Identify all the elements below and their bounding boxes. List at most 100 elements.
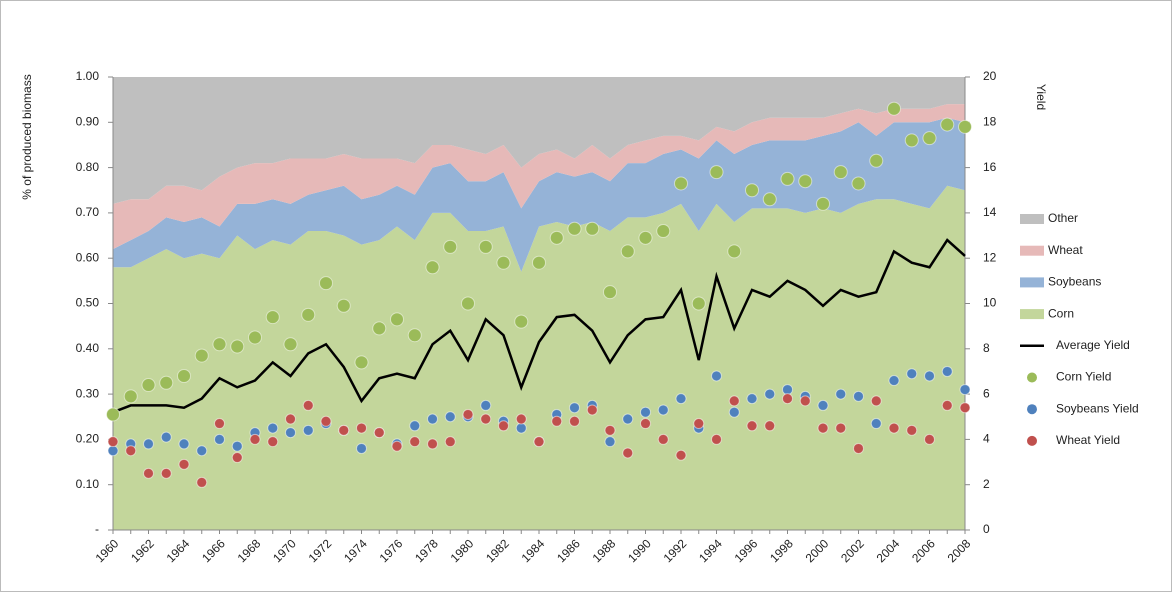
- point: [231, 452, 243, 464]
- point: [301, 307, 316, 322]
- point: [622, 447, 634, 459]
- legend-swatch: [1020, 277, 1044, 288]
- y-axis-label: % of produced biomass: [20, 74, 34, 199]
- point: [853, 442, 864, 454]
- y-tick-label: 0.30: [76, 386, 100, 400]
- point: [356, 422, 367, 434]
- point: [869, 153, 884, 168]
- point: [549, 230, 564, 245]
- area: [113, 117, 965, 272]
- y2-tick-label: 14: [983, 205, 997, 219]
- point: [194, 348, 209, 363]
- point: [515, 413, 527, 425]
- point: [691, 296, 706, 311]
- point: [604, 424, 616, 436]
- point: [496, 255, 511, 270]
- point: [887, 101, 901, 116]
- legend-label: Wheat Yield: [1056, 433, 1120, 447]
- point: [798, 174, 813, 189]
- point: [640, 406, 651, 418]
- point: [941, 399, 953, 411]
- point: [638, 230, 653, 245]
- point: [515, 422, 527, 434]
- point: [444, 436, 456, 448]
- point: [533, 436, 545, 448]
- point: [711, 370, 722, 382]
- point: [214, 418, 225, 430]
- point: [178, 438, 190, 450]
- point: [675, 393, 687, 405]
- y2-tick-label: 6: [983, 386, 990, 400]
- legend-label: Soybeans: [1048, 275, 1101, 289]
- point: [567, 221, 582, 236]
- point: [107, 436, 119, 448]
- point: [338, 424, 350, 436]
- y-tick-label: 0.10: [76, 477, 100, 491]
- point: [302, 424, 314, 436]
- point: [178, 458, 190, 470]
- point: [817, 422, 829, 434]
- point: [709, 165, 724, 180]
- y-tick-label: -: [95, 522, 99, 536]
- legend-swatch: [1020, 245, 1044, 256]
- point: [745, 183, 759, 198]
- point: [622, 413, 634, 425]
- point: [603, 285, 617, 300]
- point: [498, 420, 509, 432]
- point: [904, 133, 919, 148]
- point: [816, 196, 830, 211]
- point: [159, 375, 174, 390]
- point: [425, 260, 440, 275]
- y2-tick-label: 4: [983, 432, 990, 446]
- y2-tick-label: 16: [983, 160, 997, 174]
- y2-tick-label: 8: [983, 341, 990, 355]
- point: [462, 408, 474, 420]
- legend-label: Corn Yield: [1056, 370, 1111, 384]
- areas: [113, 77, 965, 530]
- legend-label: Wheat: [1048, 243, 1083, 257]
- legend-label: Other: [1048, 211, 1078, 225]
- point: [870, 395, 882, 407]
- point: [604, 436, 616, 448]
- point: [906, 368, 918, 380]
- point: [906, 424, 918, 436]
- point: [336, 298, 351, 313]
- point: [941, 365, 953, 377]
- point: [764, 420, 776, 432]
- point: [922, 131, 937, 146]
- point: [799, 395, 811, 407]
- point: [620, 244, 635, 259]
- y-tick-label: 1.00: [76, 69, 100, 83]
- line: [112, 238, 966, 414]
- area: [113, 104, 965, 250]
- point: [354, 355, 369, 370]
- point: [391, 440, 403, 452]
- point: [640, 418, 651, 430]
- legend-label: Corn: [1048, 306, 1074, 320]
- y2-axis-label: Yield: [1034, 84, 1048, 110]
- point: [833, 165, 848, 180]
- point: [285, 413, 296, 425]
- point: [746, 393, 758, 405]
- legend-swatch: [1027, 372, 1037, 383]
- point: [248, 330, 262, 345]
- y-tick-label: 0.70: [76, 205, 100, 219]
- legend-label: Soybeans Yield: [1056, 401, 1139, 415]
- point: [728, 406, 740, 418]
- legend-swatch: [1020, 309, 1044, 320]
- point: [230, 339, 245, 354]
- point: [125, 445, 137, 457]
- point: [870, 418, 882, 430]
- y2-tick-label: 12: [983, 250, 997, 264]
- point: [160, 467, 172, 479]
- point: [657, 433, 669, 445]
- point: [728, 395, 740, 407]
- y-tick-label: 0.80: [76, 160, 100, 174]
- point: [782, 393, 793, 405]
- point: [657, 404, 669, 416]
- point: [569, 402, 580, 414]
- point: [196, 445, 208, 457]
- y-tick-label: 0.50: [76, 296, 100, 310]
- point: [407, 328, 422, 343]
